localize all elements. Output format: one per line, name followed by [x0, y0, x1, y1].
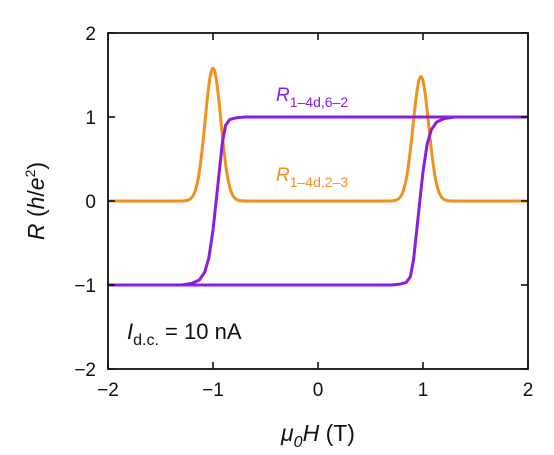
- x-tick-labels: −2 −1 0 1 2: [97, 380, 533, 401]
- y-tick-label: 2: [85, 24, 96, 45]
- x-tick-label: 1: [418, 380, 429, 401]
- ticks-layer: [107, 32, 529, 370]
- y-tick-label: 1: [85, 108, 96, 129]
- x-tick-label: 0: [313, 380, 324, 401]
- y-tick-label: 0: [85, 192, 96, 213]
- series-layer: [108, 66, 528, 287]
- series-line-r-2-3: [108, 66, 528, 203]
- y-axis-label: R (h/e2): [22, 162, 49, 240]
- x-tick-label: −2: [97, 380, 119, 401]
- y-tick-label: −1: [74, 276, 96, 297]
- y-tick-label: −2: [74, 360, 96, 381]
- series-line-r-6-2-sweep-up: [108, 115, 528, 287]
- x-axis-label: μ0H (T): [280, 420, 355, 451]
- series-label-r-6-2: R1–4d,6–2: [276, 85, 348, 110]
- y-tick-labels: −2 −1 0 1 2: [74, 24, 96, 381]
- x-tick-label: −1: [202, 380, 224, 401]
- series-line-r-6-2-sweep-down: [108, 115, 528, 287]
- current-annotation: Id.c. = 10 nA: [127, 319, 242, 349]
- series-label-r-2-3: R1–4d,2–3: [276, 165, 348, 190]
- x-tick-label: 2: [523, 380, 534, 401]
